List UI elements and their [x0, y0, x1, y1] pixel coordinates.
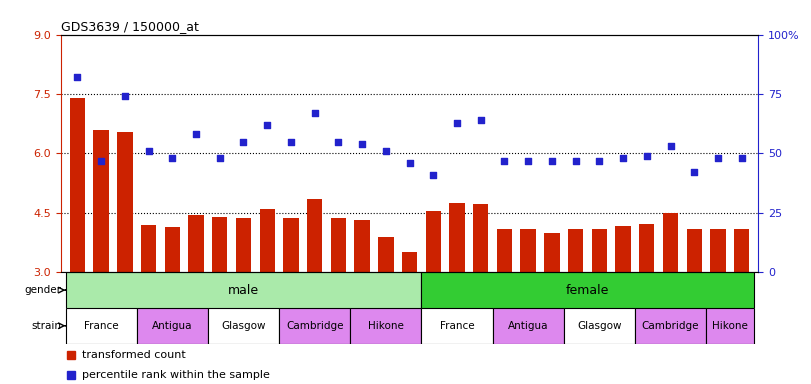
Point — [569, 157, 582, 164]
Point — [641, 153, 654, 159]
Point — [308, 110, 321, 116]
Bar — [401, 252, 418, 272]
Bar — [188, 215, 204, 272]
Bar — [165, 227, 180, 272]
Bar — [137, 308, 208, 344]
Point — [498, 157, 511, 164]
Point — [711, 155, 724, 161]
Text: Glasgow: Glasgow — [221, 321, 266, 331]
Point — [616, 155, 629, 161]
Bar — [449, 203, 465, 272]
Bar — [564, 308, 635, 344]
Bar — [354, 220, 370, 272]
Bar — [592, 230, 607, 272]
Point — [664, 143, 677, 149]
Point — [355, 141, 368, 147]
Point — [237, 139, 250, 145]
Bar — [350, 308, 422, 344]
Bar — [734, 230, 749, 272]
Text: Antigua: Antigua — [508, 321, 548, 331]
Point — [688, 169, 701, 175]
Text: France: France — [440, 321, 474, 331]
Bar — [422, 272, 753, 308]
Text: Cambridge: Cambridge — [286, 321, 343, 331]
Point — [332, 139, 345, 145]
Bar — [521, 229, 536, 272]
Bar — [141, 225, 157, 272]
Point — [380, 148, 393, 154]
Bar — [473, 204, 488, 272]
Point — [190, 131, 203, 137]
Text: female: female — [566, 284, 609, 296]
Bar — [93, 130, 109, 272]
Text: Cambridge: Cambridge — [642, 321, 699, 331]
Point — [546, 157, 559, 164]
Point — [95, 157, 108, 164]
Text: transformed count: transformed count — [82, 350, 186, 360]
Point — [403, 160, 416, 166]
Point — [71, 74, 84, 80]
Bar — [544, 233, 560, 272]
Bar — [212, 217, 227, 272]
Bar — [492, 308, 564, 344]
Bar — [496, 229, 513, 272]
Bar — [117, 132, 132, 272]
Text: Antigua: Antigua — [152, 321, 192, 331]
Point — [451, 119, 464, 126]
Bar — [283, 218, 298, 272]
Bar — [706, 308, 753, 344]
Text: Glasgow: Glasgow — [577, 321, 621, 331]
Text: strain: strain — [31, 321, 61, 331]
Bar — [279, 308, 350, 344]
Point — [213, 155, 226, 161]
Point — [118, 93, 131, 99]
Point — [285, 139, 298, 145]
Bar — [663, 213, 678, 272]
Bar — [307, 199, 323, 272]
Bar — [639, 224, 654, 272]
Bar — [422, 308, 492, 344]
Point — [260, 122, 273, 128]
Bar — [236, 218, 251, 272]
Text: Hikone: Hikone — [368, 321, 404, 331]
Bar — [331, 218, 346, 272]
Text: Hikone: Hikone — [712, 321, 748, 331]
Bar — [687, 229, 702, 272]
Bar — [66, 308, 137, 344]
Point — [736, 155, 749, 161]
Bar — [70, 98, 85, 272]
Bar — [208, 308, 279, 344]
Text: gender: gender — [24, 285, 61, 295]
Point — [427, 172, 440, 178]
Bar — [378, 237, 393, 272]
Point — [593, 157, 606, 164]
Text: France: France — [84, 321, 118, 331]
Text: percentile rank within the sample: percentile rank within the sample — [82, 370, 269, 380]
Bar — [426, 211, 441, 272]
Bar — [66, 272, 422, 308]
Point — [521, 157, 534, 164]
Point — [142, 148, 155, 154]
Point — [165, 155, 178, 161]
Text: male: male — [228, 284, 259, 296]
Bar — [710, 230, 726, 272]
Bar — [568, 230, 583, 272]
Point — [474, 117, 487, 123]
Bar — [260, 209, 275, 272]
Bar — [616, 225, 631, 272]
Bar — [635, 308, 706, 344]
Text: GDS3639 / 150000_at: GDS3639 / 150000_at — [61, 20, 199, 33]
